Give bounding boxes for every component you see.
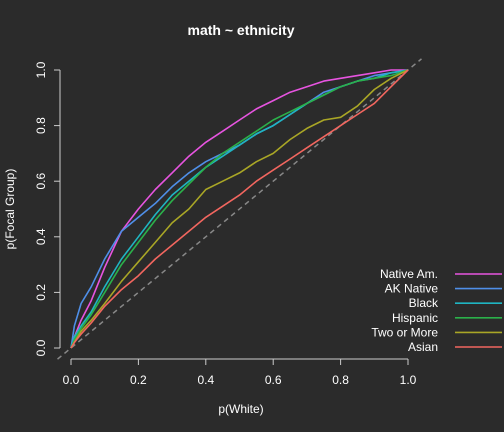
x-tick-label: 0.8 (332, 373, 349, 387)
chart-title: math ~ ethnicity (188, 22, 295, 38)
y-tick-label: 0.2 (34, 284, 48, 301)
legend-label-asian: Asian (408, 340, 438, 354)
y-axis-label: p(Focal Group) (3, 169, 17, 250)
x-tick-label: 1.0 (400, 373, 417, 387)
legend-label-hispanic: Hispanic (392, 311, 438, 325)
series-lines (70, 69, 409, 349)
x-tick-label: 0.0 (63, 373, 80, 387)
legend-label-ak-native: AK Native (385, 282, 439, 296)
x-tick-label: 0.2 (130, 373, 147, 387)
x-tick-label: 0.4 (197, 373, 214, 387)
series-line-two-or-more (70, 69, 409, 349)
legend-label-black: Black (409, 296, 439, 310)
series-line-asian (70, 69, 409, 349)
x-tick-label: 0.6 (265, 373, 282, 387)
y-tick-label: 0.4 (34, 228, 48, 245)
legend-label-native-am: Native Am. (380, 267, 438, 281)
y-tick-label: 0.8 (34, 117, 48, 134)
legend-label-two-or-more: Two or More (371, 325, 438, 339)
reference-diagonal-line (57, 58, 422, 360)
x-axis-label: p(White) (218, 402, 263, 416)
series-line-hispanic (70, 69, 409, 349)
series-line-native-am (70, 69, 408, 349)
axes: 0.0 0.2 0.4 0.6 0.8 1.0 0.0 0.2 0.4 0.6 0.8 1.0 (34, 61, 417, 387)
y-tick-label: 0.6 (34, 173, 48, 190)
y-tick-label: 0.0 (34, 339, 48, 356)
y-tick-label: 1.0 (34, 61, 48, 78)
